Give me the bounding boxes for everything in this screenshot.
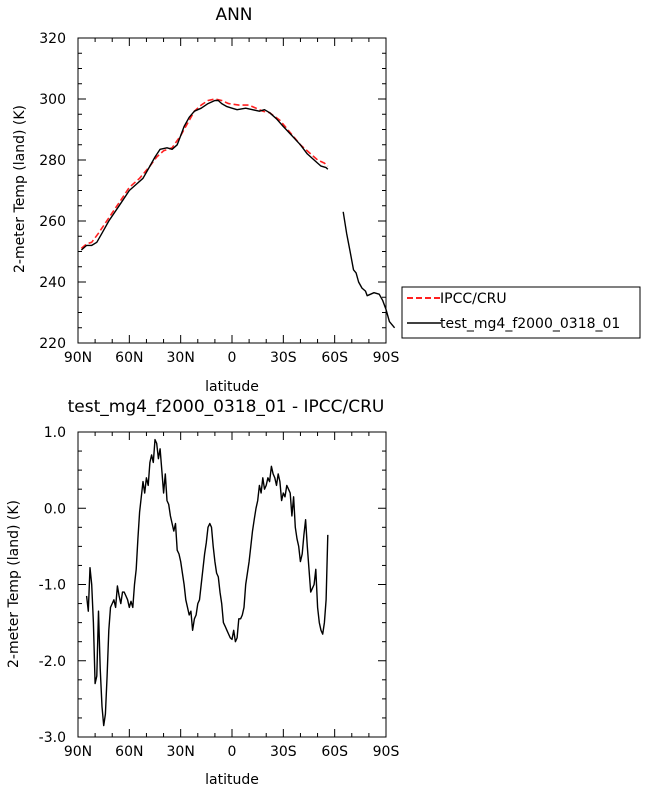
top-y-tick-label: 320 (39, 31, 66, 47)
top-series-line-0-segment-0 (80, 98, 329, 250)
top-y-tick-label: 280 (39, 153, 66, 169)
top-chart-title: ANN (215, 5, 252, 25)
top-series (80, 98, 396, 329)
legend-label-ipcc-cru: IPCC/CRU (440, 291, 507, 307)
bottom-y-tick-label: 0.0 (44, 501, 66, 517)
top-legend: IPCC/CRU test_mg4_f2000_0318_01 (401, 286, 641, 339)
bottom-x-axis-label: latitude (205, 772, 259, 788)
top-x-tick-label: 60N (115, 350, 143, 366)
top-series-line-1-segment-0 (80, 99, 329, 251)
bottom-series (85, 438, 329, 727)
bottom-x-tick-label: 30S (270, 744, 297, 760)
top-y-tick-label: 260 (39, 214, 66, 230)
bottom-x-tick-label: 0 (228, 744, 237, 760)
top-series-line-1-segment-1 (342, 211, 396, 329)
top-y-tick-label: 220 (39, 336, 66, 352)
top-plot-frame (77, 37, 387, 344)
top-x-tick-label: 90N (64, 350, 92, 366)
bottom-x-tick-label: 60N (115, 744, 143, 760)
bottom-y-tick-label: -2.0 (39, 654, 66, 670)
top-x-tick-label: 30N (167, 350, 195, 366)
top-x-tick-label: 60S (321, 350, 348, 366)
top-y-tick-label: 240 (39, 275, 66, 291)
top-panel: ANN latitude 2-meter Temp (land) (K) 90N… (12, 5, 641, 395)
top-y-tick-label: 300 (39, 92, 66, 108)
bottom-x-tick-label: 60S (321, 744, 348, 760)
bottom-y-tick-label: -1.0 (39, 578, 66, 594)
top-x-axis-label: latitude (205, 379, 259, 395)
bottom-y-tick-label: -3.0 (39, 730, 66, 746)
legend-label-test-mg4: test_mg4_f2000_0318_01 (440, 316, 620, 332)
top-x-tick-label: 90S (373, 350, 400, 366)
bottom-x-tick-label: 90S (373, 744, 400, 760)
top-axis-ticks: 90N 60N 30N 0 30S 60S 90S 220 240 260 280 300 320 (39, 31, 399, 366)
bottom-y-tick-label: 1.0 (44, 425, 66, 441)
bottom-series-line-0-segment-0 (85, 438, 329, 727)
top-x-tick-label: 30S (270, 350, 297, 366)
bottom-plot-frame (77, 431, 387, 738)
legend-box (401, 286, 641, 339)
bottom-x-tick-label: 30N (167, 744, 195, 760)
top-y-axis-label: 2-meter Temp (land) (K) (12, 105, 28, 273)
bottom-x-tick-label: 90N (64, 744, 92, 760)
top-x-tick-label: 0 (228, 350, 237, 366)
bottom-y-axis-label: 2-meter Temp (land) (K) (6, 500, 22, 668)
bottom-axis-ticks: 90N 60N 30N 0 30S 60S 90S -3.0 -2.0 -1.0 0.0 1.0 (39, 425, 400, 760)
bottom-chart-title: test_mg4_f2000_0318_01 - IPCC/CRU (68, 397, 385, 417)
bottom-panel: test_mg4_f2000_0318_01 - IPCC/CRU latitu… (6, 397, 399, 788)
